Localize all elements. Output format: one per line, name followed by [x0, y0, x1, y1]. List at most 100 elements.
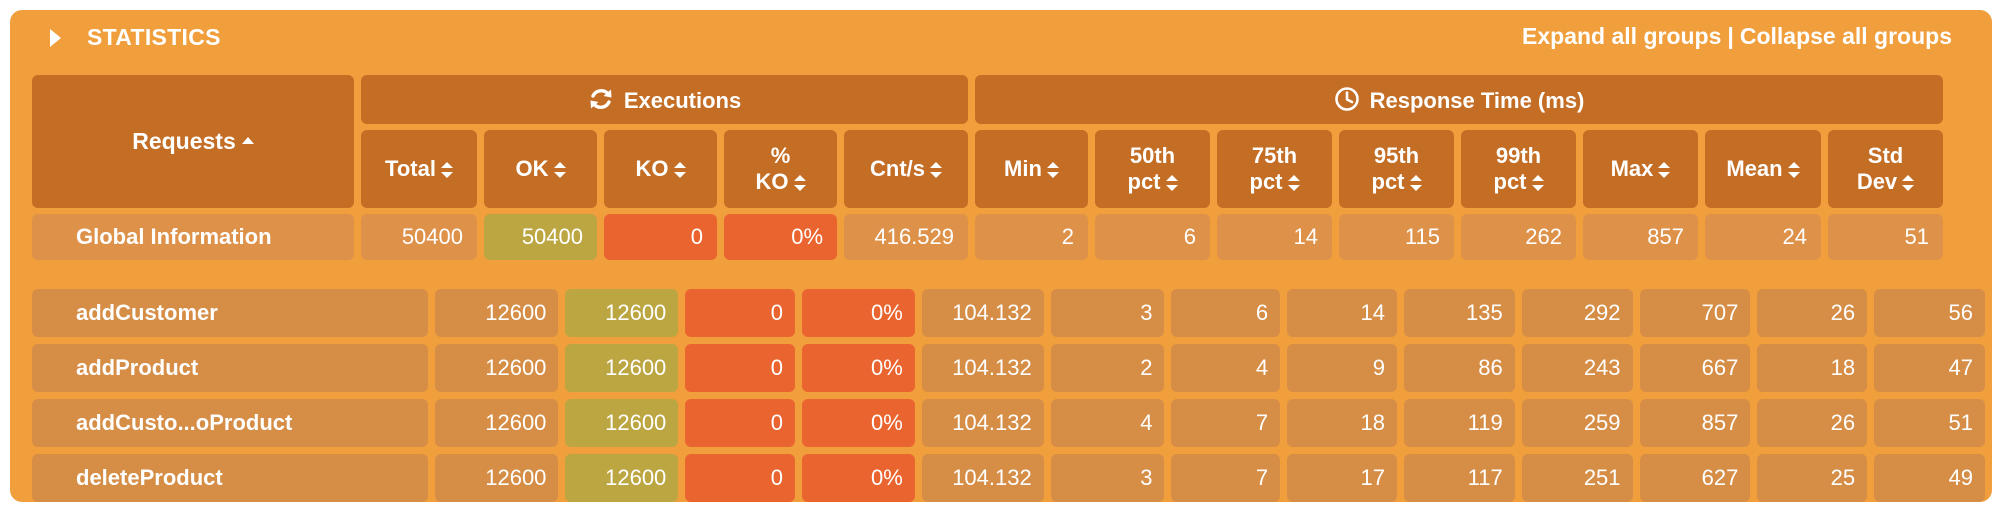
request-name[interactable]: deleteProduct [32, 454, 428, 502]
request-p50: 6 [1171, 289, 1281, 337]
request-cnt-per-sec: 104.132 [921, 289, 1044, 337]
request-ko: 0 [685, 344, 796, 392]
clock-icon [1334, 86, 1359, 111]
requests-table: addCustomer 12600 12600 0 0% 104.132 3 6… [25, 282, 1992, 509]
request-p75: 14 [1287, 289, 1397, 337]
sort-icon [1658, 162, 1671, 178]
global-max: 857 [1583, 214, 1698, 260]
request-std-dev: 47 [1874, 344, 1985, 392]
request-min: 2 [1050, 344, 1165, 392]
global-cnt-per-sec: 416.529 [844, 214, 968, 260]
request-min: 3 [1050, 289, 1165, 337]
request-ok: 12600 [565, 289, 679, 337]
request-pct-ko: 0% [802, 289, 915, 337]
sort-icon [1287, 175, 1300, 191]
ko-column-header[interactable]: KO [604, 130, 717, 208]
request-p95: 117 [1403, 454, 1515, 502]
min-label: Min [1004, 156, 1042, 181]
statistics-panel: STATISTICS Expand all groups | Collapse al… [10, 10, 1992, 502]
p50-label-line1: 50th [1129, 143, 1176, 168]
sort-icon [1409, 175, 1422, 191]
total-column-header[interactable]: Total [361, 130, 477, 208]
collapse-arrow-icon[interactable] [50, 29, 61, 47]
std-dev-label-line1: Std [1867, 143, 1904, 168]
request-ok: 12600 [565, 344, 679, 392]
request-total: 12600 [434, 454, 559, 502]
response-time-label: Response Time (ms) [1369, 87, 1585, 113]
expand-all-groups-link[interactable]: Expand all groups [1522, 23, 1722, 49]
p75-column-header[interactable]: 75th pct [1217, 130, 1332, 208]
request-pct-ko: 0% [802, 399, 915, 447]
request-p99: 259 [1521, 399, 1633, 447]
request-mean: 26 [1757, 399, 1868, 447]
executions-group-header: Executions [361, 75, 968, 124]
min-column-header[interactable]: Min [975, 130, 1088, 208]
request-pct-ko: 0% [802, 344, 915, 392]
request-ko: 0 [685, 454, 796, 502]
max-label: Max [1610, 156, 1654, 181]
sort-icon [1165, 175, 1178, 191]
p95-label-line1: 95th [1373, 143, 1420, 168]
global-p75: 14 [1217, 214, 1332, 260]
request-p99: 243 [1521, 344, 1633, 392]
mean-column-header[interactable]: Mean [1705, 130, 1821, 208]
p99-label-line1: 99th [1495, 143, 1542, 168]
request-mean: 26 [1757, 289, 1868, 337]
collapse-all-groups-link[interactable]: Collapse all groups [1739, 23, 1952, 49]
request-row: addProduct 12600 12600 0 0% 104.132 2 4 … [32, 344, 1985, 392]
links-separator: | [1727, 23, 1734, 49]
request-std-dev: 49 [1874, 454, 1985, 502]
total-label: Total [385, 156, 436, 181]
requests-column-header[interactable]: Requests [32, 75, 354, 208]
request-row: deleteProduct 12600 12600 0 0% 104.132 3… [32, 454, 1985, 502]
ko-label: KO [635, 156, 669, 181]
request-mean: 18 [1757, 344, 1868, 392]
pct-ko-label-line1: % [770, 143, 791, 168]
sort-icon [1046, 162, 1059, 178]
sort-icon [1531, 175, 1544, 191]
sort-ascending-icon [241, 137, 254, 144]
p99-column-header[interactable]: 99th pct [1461, 130, 1576, 208]
request-max: 857 [1639, 399, 1751, 447]
max-column-header[interactable]: Max [1583, 130, 1698, 208]
p50-column-header[interactable]: 50th pct [1095, 130, 1210, 208]
request-name[interactable]: addCusto...oProduct [32, 399, 428, 447]
requests-label: Requests [132, 128, 236, 154]
statistics-title-bar[interactable]: STATISTICS Expand all groups | Collapse al… [10, 10, 1992, 64]
std-dev-label-line2: Dev [1856, 169, 1898, 194]
request-p75: 9 [1287, 344, 1397, 392]
request-min: 4 [1050, 399, 1165, 447]
p75-label-line2: pct [1249, 169, 1283, 194]
group-links: Expand all groups | Collapse all groups [1522, 23, 1952, 50]
request-p50: 7 [1171, 399, 1281, 447]
global-p95: 115 [1339, 214, 1454, 260]
sort-icon [673, 162, 686, 178]
request-p95: 135 [1403, 289, 1515, 337]
std-dev-column-header[interactable]: Std Dev [1828, 130, 1943, 208]
ok-column-header[interactable]: OK [484, 130, 597, 208]
request-cnt-per-sec: 104.132 [921, 399, 1044, 447]
request-total: 12600 [434, 344, 559, 392]
global-total: 50400 [361, 214, 477, 260]
mean-label: Mean [1726, 156, 1783, 181]
request-ok: 12600 [565, 454, 679, 502]
request-name[interactable]: addProduct [32, 344, 428, 392]
global-information-label[interactable]: Global Information [32, 214, 354, 260]
request-max: 627 [1639, 454, 1751, 502]
global-ok: 50400 [484, 214, 597, 260]
request-min: 3 [1050, 454, 1165, 502]
global-ko: 0 [604, 214, 717, 260]
request-name[interactable]: addCustomer [32, 289, 428, 337]
request-ko: 0 [685, 399, 796, 447]
request-max: 667 [1639, 344, 1751, 392]
global-information-row: Global Information 50400 50400 0 0% 416.… [32, 214, 1943, 260]
cnt-per-sec-column-header[interactable]: Cnt/s [844, 130, 968, 208]
cnt-per-sec-label: Cnt/s [870, 156, 925, 181]
sort-icon [1787, 162, 1800, 178]
request-row: addCusto...oProduct 12600 12600 0 0% 104… [32, 399, 1985, 447]
pct-ko-column-header[interactable]: % KO [724, 130, 837, 208]
p95-column-header[interactable]: 95th pct [1339, 130, 1454, 208]
request-ko: 0 [685, 289, 796, 337]
sort-icon [553, 162, 566, 178]
global-min: 2 [975, 214, 1088, 260]
